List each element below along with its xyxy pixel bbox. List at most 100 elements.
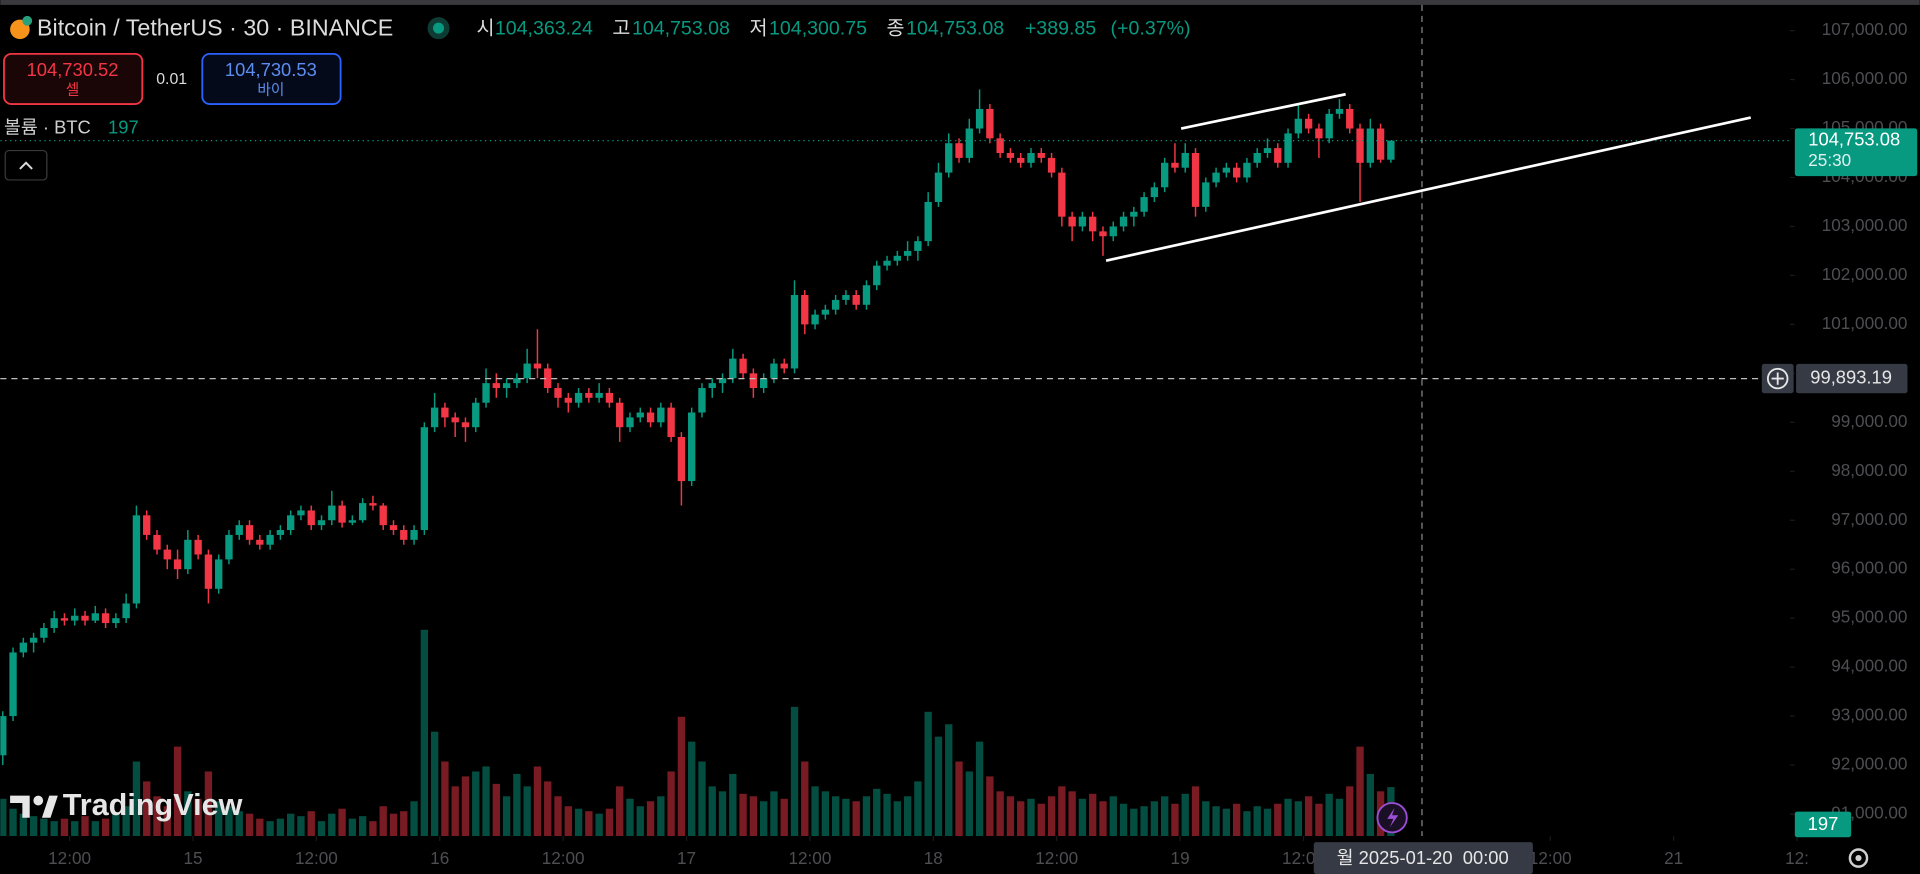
candle-body <box>1376 128 1385 160</box>
plot-area <box>0 89 1790 837</box>
volume-bar <box>646 801 655 837</box>
volume-bar <box>975 741 984 837</box>
volume-bar <box>749 796 758 837</box>
candle-body <box>112 618 120 624</box>
candle-body <box>369 503 377 506</box>
candle-body <box>1274 148 1282 163</box>
candle-body <box>482 383 490 403</box>
volume-bar <box>1130 808 1138 837</box>
y-tick-label: 98,000.00 <box>1831 460 1907 480</box>
candle-body <box>389 525 398 531</box>
buy-button[interactable] <box>201 52 342 105</box>
volume-bar <box>1089 793 1097 837</box>
candle-body <box>1191 153 1200 207</box>
open-value: 104,363.24 <box>495 18 593 40</box>
volume-bar <box>1284 798 1292 837</box>
volume-bar <box>811 786 819 837</box>
y-tick-label: 102,000.00 <box>1822 264 1908 284</box>
candle-body <box>893 255 901 261</box>
candle-body <box>502 383 511 389</box>
volume-bar <box>276 818 285 837</box>
volume-bar <box>122 806 130 837</box>
candle-body <box>1346 108 1354 129</box>
countdown-label: 25:30 <box>1808 150 1851 170</box>
volume-legend-value: 197 <box>108 116 139 137</box>
candle-body <box>0 716 7 756</box>
volume-bar <box>400 811 408 837</box>
candle-body <box>996 138 1004 154</box>
last-price-label: 104,753.08 <box>1808 128 1900 149</box>
candle-body <box>1078 216 1087 227</box>
change: +389.85 <box>1025 18 1096 40</box>
buy-label: 바이 <box>257 81 284 98</box>
volume-bar <box>883 793 891 837</box>
volume-bar <box>317 821 326 837</box>
collapse-button[interactable] <box>4 149 48 181</box>
candle-body <box>338 505 346 523</box>
volume-bar <box>842 798 850 837</box>
volume-bar <box>667 771 675 837</box>
volume-bar <box>903 796 912 837</box>
candle-body <box>1315 128 1323 139</box>
candle-body <box>616 402 624 428</box>
candle-body <box>50 618 58 628</box>
candle-body <box>1222 167 1231 173</box>
logo-dot <box>33 795 44 806</box>
volume-bar <box>482 766 490 837</box>
volume-bar <box>1346 786 1354 837</box>
candle-body <box>1387 140 1395 160</box>
volume-bar <box>1006 796 1015 837</box>
volume-bar <box>1232 803 1241 837</box>
candle-body <box>461 422 470 428</box>
sell-button[interactable] <box>3 52 144 105</box>
overlay: 99,893.19월 2025-01-20 00:00104,753.0825:… <box>0 4 1918 874</box>
candle-body <box>585 392 593 398</box>
candle-body <box>163 549 171 560</box>
volume-bar <box>513 773 521 837</box>
high-value: 104,753.08 <box>632 18 730 40</box>
settings-button[interactable] <box>1848 848 1869 868</box>
candle-body <box>831 299 840 310</box>
candle-body <box>605 392 614 403</box>
volume-bar <box>574 808 583 837</box>
quantity[interactable]: 0.01 <box>156 71 187 88</box>
sell-price: 104,730.52 <box>27 59 119 80</box>
volume-bar <box>801 761 809 837</box>
volume-bar <box>235 811 243 837</box>
candle-body <box>873 265 881 286</box>
volume-bar <box>924 711 932 837</box>
volume-bar <box>492 783 500 837</box>
x-tick-label: 12:00 <box>542 848 585 868</box>
buy-price: 104,730.53 <box>225 59 317 80</box>
volume-bar <box>729 773 737 837</box>
volume-bar <box>40 818 48 837</box>
x-tick-label: 15 <box>183 848 202 868</box>
candle-body <box>194 539 202 555</box>
candle-body <box>1140 197 1148 212</box>
candle-body <box>934 172 943 202</box>
candle-body <box>574 392 583 403</box>
candle-body <box>1325 113 1333 139</box>
add-alert-icon[interactable] <box>1766 367 1789 390</box>
volume-bar <box>338 808 346 837</box>
low-value: 104,300.75 <box>769 18 867 40</box>
volume-bar <box>564 806 572 837</box>
coin-icon-badge <box>22 15 33 26</box>
volume-bar <box>19 813 27 837</box>
volume-bar <box>60 818 69 837</box>
candle-body <box>749 373 758 389</box>
top-border <box>0 0 1920 5</box>
candle-body <box>348 520 357 523</box>
candle-body <box>657 407 665 423</box>
candle-body <box>1160 162 1169 188</box>
y-tick-label: 96,000.00 <box>1831 558 1907 578</box>
volume-bar <box>585 811 593 837</box>
volume-bar <box>420 629 429 837</box>
volume-bar <box>266 821 274 837</box>
volume-legend: 볼륨 · BTC <box>4 116 91 137</box>
volume-bar <box>245 813 254 837</box>
y-tick-label: 101,000.00 <box>1822 313 1908 333</box>
volume-bar <box>523 786 531 837</box>
volume-bar <box>379 806 387 837</box>
